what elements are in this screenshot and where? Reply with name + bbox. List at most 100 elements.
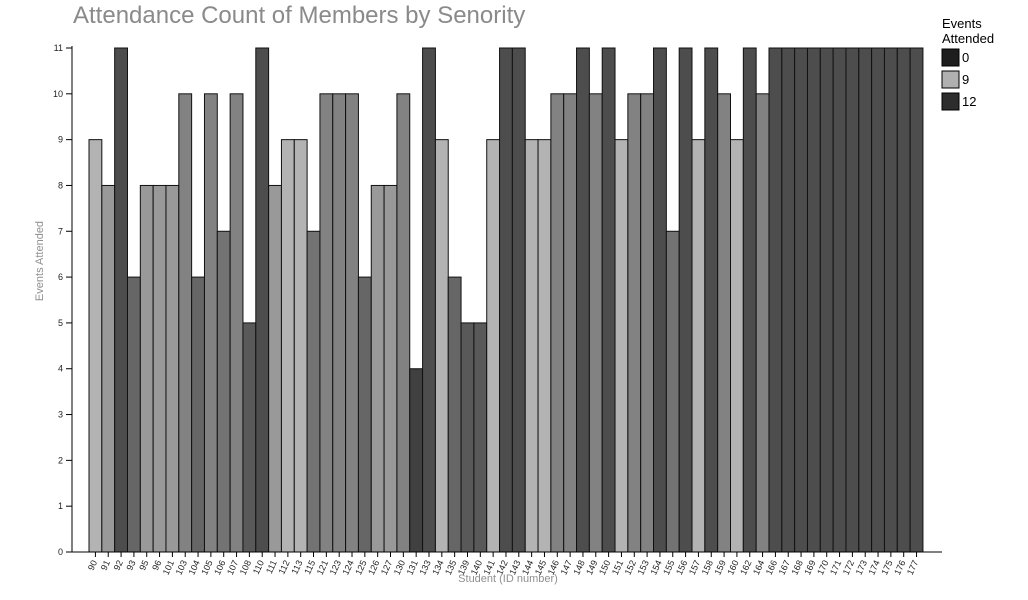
bar xyxy=(434,139,449,553)
bar xyxy=(576,47,590,553)
bar xyxy=(268,184,282,553)
x-tick-label: 148 xyxy=(571,559,586,577)
bar xyxy=(422,47,436,553)
x-tick-label: 107 xyxy=(225,559,240,577)
x-tick-label: 169 xyxy=(802,559,817,577)
bar xyxy=(447,276,462,553)
y-tick-label: 10 xyxy=(53,89,63,99)
legend-title: Events xyxy=(942,16,982,31)
legend-label: 12 xyxy=(962,94,976,109)
x-tick-label: 156 xyxy=(674,559,689,577)
x-tick-label: 155 xyxy=(661,559,676,577)
bar xyxy=(665,230,680,553)
bar xyxy=(165,184,180,553)
x-tick-label: 175 xyxy=(879,559,894,577)
bar xyxy=(306,230,321,553)
x-tick-label: 152 xyxy=(623,559,638,577)
bar xyxy=(460,322,475,553)
bar xyxy=(229,93,244,553)
bar xyxy=(486,139,501,553)
x-tick-label: 123 xyxy=(328,559,343,577)
bar xyxy=(691,139,706,553)
bar xyxy=(293,139,308,553)
bar xyxy=(614,139,629,553)
y-tick-label: 9 xyxy=(58,135,63,145)
bar xyxy=(396,93,411,553)
bar xyxy=(550,93,565,553)
bar xyxy=(871,47,885,553)
y-tick-label: 7 xyxy=(58,226,63,236)
x-tick-label: 104 xyxy=(186,559,201,577)
x-tick-label: 111 xyxy=(264,559,279,576)
bar xyxy=(601,47,616,553)
x-tick-label: 170 xyxy=(815,559,830,577)
x-tick-label: 177 xyxy=(905,559,920,577)
bars-group xyxy=(88,47,924,553)
x-tick-label: 131 xyxy=(405,559,420,577)
x-tick-label: 168 xyxy=(789,559,804,577)
x-tick-label: 160 xyxy=(725,559,740,577)
y-tick-label: 2 xyxy=(58,455,63,465)
bar xyxy=(345,93,359,553)
bar xyxy=(499,47,513,553)
bar xyxy=(191,276,205,553)
bar xyxy=(370,184,385,553)
bar xyxy=(678,47,693,553)
bar xyxy=(806,47,821,553)
bar xyxy=(126,276,141,553)
bar xyxy=(383,184,398,553)
x-tick-label: 162 xyxy=(738,559,753,577)
x-tick-label: 112 xyxy=(277,559,292,576)
y-tick-label: 4 xyxy=(58,364,63,374)
chart-title: Attendance Count of Members by Senority xyxy=(73,2,525,29)
y-tick-label: 0 xyxy=(58,547,63,557)
bar xyxy=(858,47,873,553)
bar xyxy=(730,139,744,553)
bar xyxy=(178,93,193,553)
x-tick-label: 164 xyxy=(751,559,766,577)
bar xyxy=(640,93,655,553)
y-tick-label: 8 xyxy=(58,180,63,190)
y-tick-label: 3 xyxy=(58,410,63,420)
bar xyxy=(319,93,334,553)
x-tick-label: 133 xyxy=(417,559,432,577)
x-tick-label: 108 xyxy=(238,559,253,577)
y-tick-label: 6 xyxy=(58,272,63,282)
x-tick-label: 110 xyxy=(251,559,266,576)
bar xyxy=(653,47,667,553)
x-tick-label: 124 xyxy=(340,559,355,577)
bar xyxy=(704,47,719,553)
legend-label: 9 xyxy=(962,72,969,87)
x-tick-label: 127 xyxy=(379,559,394,577)
bar xyxy=(781,47,796,553)
x-tick-label: 103 xyxy=(174,559,189,577)
x-tick-label: 92 xyxy=(112,559,125,572)
x-tick-label: 157 xyxy=(687,559,702,577)
bar xyxy=(473,322,488,553)
bar xyxy=(139,184,154,553)
x-tick-label: 158 xyxy=(700,559,715,577)
legend-title: Attended xyxy=(942,31,994,46)
x-tick-label: 149 xyxy=(584,559,599,577)
bar xyxy=(896,47,911,553)
bar xyxy=(88,139,103,553)
x-tick-label: 125 xyxy=(353,559,368,577)
x-tick-label: 173 xyxy=(854,559,869,577)
y-tick-label: 1 xyxy=(58,501,63,511)
legend-label: 0 xyxy=(962,50,969,65)
legend-swatch xyxy=(941,48,960,67)
x-tick-label: 134 xyxy=(430,559,445,577)
bar xyxy=(768,47,783,553)
bar xyxy=(203,93,218,553)
bar xyxy=(357,276,372,553)
bar xyxy=(152,184,167,553)
bar xyxy=(627,93,642,553)
x-tick-label: 106 xyxy=(212,559,227,577)
bar xyxy=(332,93,347,553)
bar xyxy=(794,47,808,553)
x-tick-label: 167 xyxy=(777,559,792,577)
y-axis: 0 1 2 3 4 5 6 7 8 9 10 11 xyxy=(53,43,73,557)
bar xyxy=(742,47,757,553)
bar xyxy=(101,184,116,553)
x-tick-label: 171 xyxy=(828,559,843,577)
